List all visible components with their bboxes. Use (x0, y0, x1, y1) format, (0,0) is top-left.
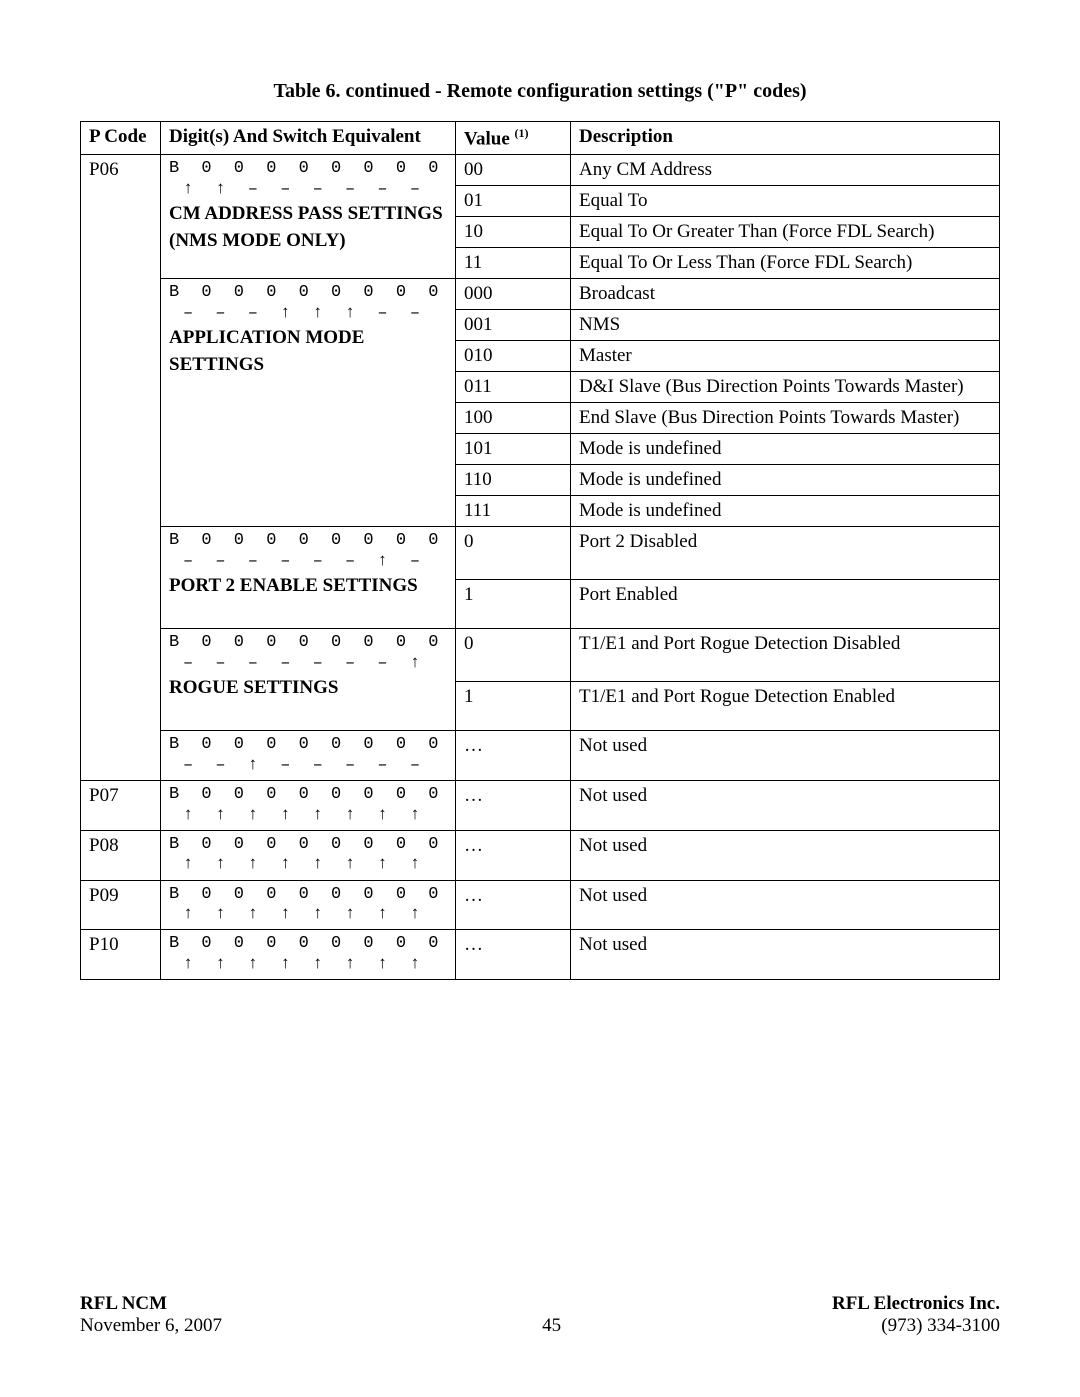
digits-cell: B 0 0 0 0 0 0 0 0 – – – ↑ ↑ ↑ – – APPLIC… (161, 279, 456, 527)
table-row: B 0 0 0 0 0 0 0 0 – – – – – – – ↑ ROGUE … (81, 629, 1000, 682)
pcode-cell: P09 (81, 880, 161, 930)
value-cell: 100 (456, 403, 571, 434)
table-row: P06 B 0 0 0 0 0 0 0 0 ↑ ↑ – – – – – – CM… (81, 155, 1000, 186)
col-pcode: P Code (81, 122, 161, 155)
desc-cell: Mode is undefined (571, 496, 1000, 527)
value-cell: … (456, 781, 571, 831)
value-cell: 0 (456, 629, 571, 682)
value-cell: … (456, 930, 571, 980)
table-header-row: P Code Digit(s) And Switch Equivalent Va… (81, 122, 1000, 155)
value-cell: 1 (456, 580, 571, 629)
page-footer: RFL NCM RFL Electronics Inc. November 6,… (80, 1293, 1000, 1337)
value-cell: 11 (456, 248, 571, 279)
digits-cell: B 0 0 0 0 0 0 0 0 – – – – – – – ↑ ROGUE … (161, 629, 456, 731)
value-cell: 101 (456, 434, 571, 465)
desc-cell: End Slave (Bus Direction Points Towards … (571, 403, 1000, 434)
value-cell: 1 (456, 682, 571, 731)
desc-cell: Not used (571, 880, 1000, 930)
table-row: P08 B 0 0 0 0 0 0 0 0 ↑ ↑ ↑ ↑ ↑ ↑ ↑ ↑ … … (81, 830, 1000, 880)
desc-cell: T1/E1 and Port Rogue Detection Enabled (571, 682, 1000, 731)
table-row: B 0 0 0 0 0 0 0 0 – – ↑ – – – – – … Not … (81, 731, 1000, 781)
value-cell: 111 (456, 496, 571, 527)
footer-date: November 6, 2007 (80, 1315, 222, 1337)
value-cell: … (456, 880, 571, 930)
col-desc: Description (571, 122, 1000, 155)
table-row: B 0 0 0 0 0 0 0 0 – – – – – – ↑ – PORT 2… (81, 527, 1000, 580)
value-cell: 00 (456, 155, 571, 186)
desc-cell: Equal To (571, 186, 1000, 217)
desc-cell: Mode is undefined (571, 434, 1000, 465)
table-caption: Table 6. continued - Remote configuratio… (80, 80, 1000, 103)
pcode-cell: P10 (81, 930, 161, 980)
digits-cell: B 0 0 0 0 0 0 0 0 ↑ ↑ ↑ ↑ ↑ ↑ ↑ ↑ (161, 781, 456, 831)
digits-cell: B 0 0 0 0 0 0 0 0 – – – – – – ↑ – PORT 2… (161, 527, 456, 629)
value-cell: 001 (456, 310, 571, 341)
value-cell: … (456, 731, 571, 781)
value-cell: 0 (456, 527, 571, 580)
pcode-cell: P06 (81, 155, 161, 781)
digits-cell: B 0 0 0 0 0 0 0 0 ↑ ↑ ↑ ↑ ↑ ↑ ↑ ↑ (161, 830, 456, 880)
table-row: B 0 0 0 0 0 0 0 0 – – – ↑ ↑ ↑ – – APPLIC… (81, 279, 1000, 310)
value-cell: 01 (456, 186, 571, 217)
footer-left-bold: RFL NCM (80, 1293, 167, 1315)
desc-cell: Not used (571, 781, 1000, 831)
desc-cell: T1/E1 and Port Rogue Detection Disabled (571, 629, 1000, 682)
digits-cell: B 0 0 0 0 0 0 0 0 ↑ ↑ – – – – – – CM ADD… (161, 155, 456, 279)
desc-cell: Not used (571, 731, 1000, 781)
desc-cell: Mode is undefined (571, 465, 1000, 496)
table-row: P09 B 0 0 0 0 0 0 0 0 ↑ ↑ ↑ ↑ ↑ ↑ ↑ ↑ … … (81, 880, 1000, 930)
desc-cell: Not used (571, 930, 1000, 980)
desc-cell: Any CM Address (571, 155, 1000, 186)
footer-page-number: 45 (542, 1315, 561, 1337)
footer-phone: (973) 334-3100 (881, 1315, 1000, 1337)
digits-cell: B 0 0 0 0 0 0 0 0 ↑ ↑ ↑ ↑ ↑ ↑ ↑ ↑ (161, 880, 456, 930)
document-page: Table 6. continued - Remote configuratio… (0, 0, 1080, 1397)
col-value: Value (1) (456, 122, 571, 155)
desc-cell: Master (571, 341, 1000, 372)
table-row: P10 B 0 0 0 0 0 0 0 0 ↑ ↑ ↑ ↑ ↑ ↑ ↑ ↑ … … (81, 930, 1000, 980)
desc-cell: Equal To Or Less Than (Force FDL Search) (571, 248, 1000, 279)
desc-cell: Port 2 Disabled (571, 527, 1000, 580)
desc-cell: Equal To Or Greater Than (Force FDL Sear… (571, 217, 1000, 248)
pcode-cell: P07 (81, 781, 161, 831)
value-cell: 011 (456, 372, 571, 403)
pcode-cell: P08 (81, 830, 161, 880)
value-cell: 110 (456, 465, 571, 496)
desc-cell: Port Enabled (571, 580, 1000, 629)
value-cell: 010 (456, 341, 571, 372)
desc-cell: D&I Slave (Bus Direction Points Towards … (571, 372, 1000, 403)
desc-cell: Not used (571, 830, 1000, 880)
footer-right-bold: RFL Electronics Inc. (832, 1293, 1000, 1315)
config-table: P Code Digit(s) And Switch Equivalent Va… (80, 121, 1000, 980)
value-cell: … (456, 830, 571, 880)
digits-cell: B 0 0 0 0 0 0 0 0 – – ↑ – – – – – (161, 731, 456, 781)
digits-cell: B 0 0 0 0 0 0 0 0 ↑ ↑ ↑ ↑ ↑ ↑ ↑ ↑ (161, 930, 456, 980)
desc-cell: Broadcast (571, 279, 1000, 310)
value-cell: 10 (456, 217, 571, 248)
col-digits: Digit(s) And Switch Equivalent (161, 122, 456, 155)
value-cell: 000 (456, 279, 571, 310)
desc-cell: NMS (571, 310, 1000, 341)
table-row: P07 B 0 0 0 0 0 0 0 0 ↑ ↑ ↑ ↑ ↑ ↑ ↑ ↑ … … (81, 781, 1000, 831)
